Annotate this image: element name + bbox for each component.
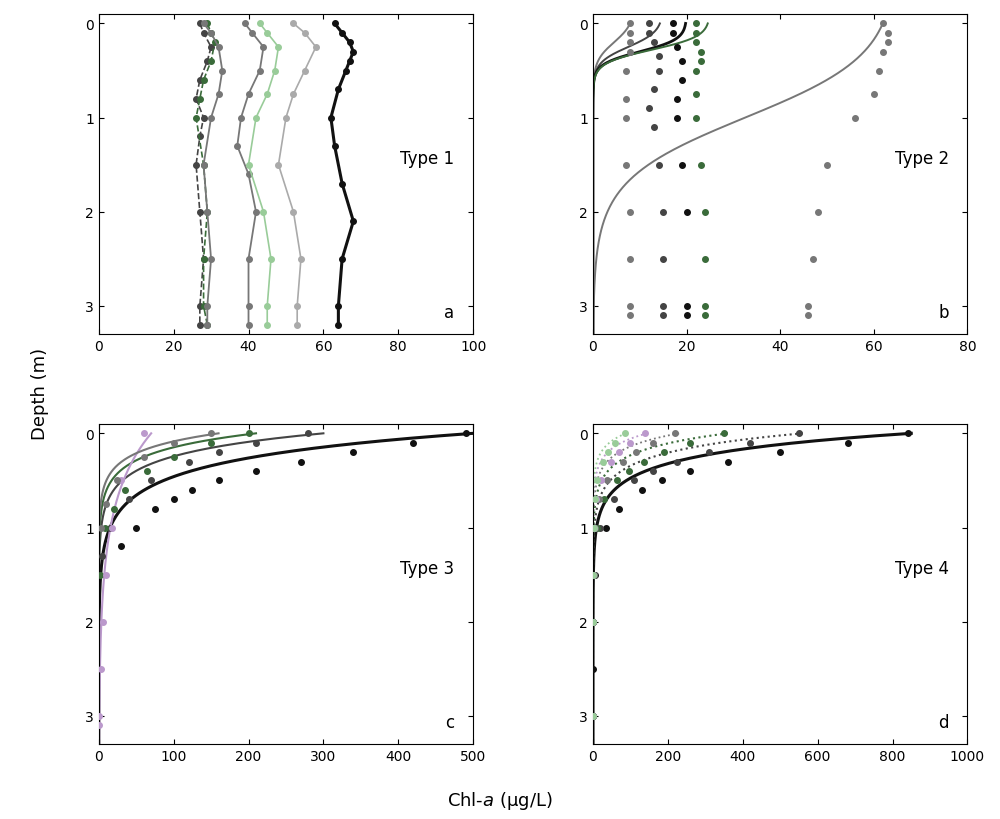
Text: a: a [444, 304, 454, 322]
Text: Depth (m): Depth (m) [31, 347, 49, 439]
Text: c: c [445, 713, 454, 731]
Text: Type 3: Type 3 [400, 559, 454, 577]
Text: d: d [938, 713, 949, 731]
Text: Type 1: Type 1 [400, 150, 454, 168]
Text: Type 4: Type 4 [895, 559, 949, 577]
Text: b: b [938, 304, 949, 322]
Text: Type 2: Type 2 [895, 150, 949, 168]
Text: Chl-$a$ (μg/L): Chl-$a$ (μg/L) [447, 789, 553, 811]
